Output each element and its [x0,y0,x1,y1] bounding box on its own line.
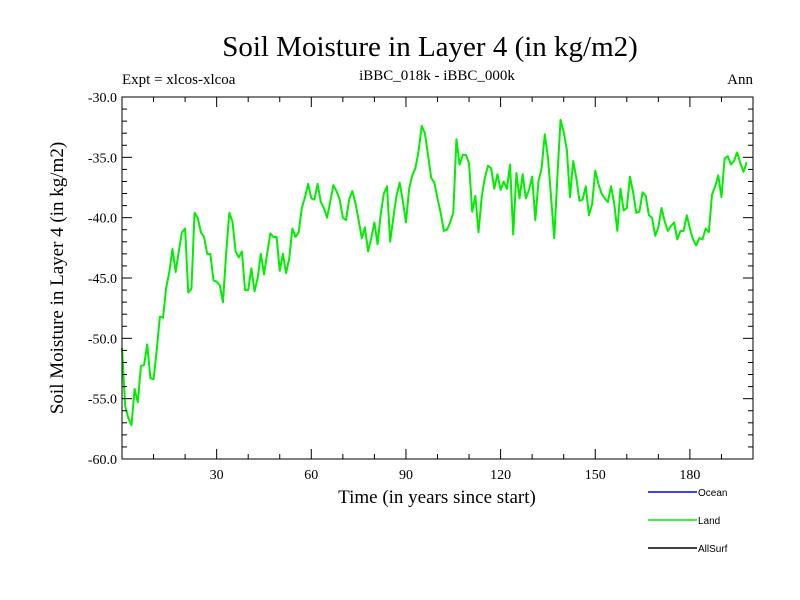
plot-frame [121,96,754,460]
subtitle-left: Expt = xlcos-xlcoa [122,72,236,88]
y-tick-label: -60.0 [88,453,117,468]
y-tick-label: -40.0 [88,212,117,227]
y-tick-label: -45.0 [88,272,117,287]
y-tick-label: -55.0 [88,393,117,408]
subtitle-center: iBBC_018k - iBBC_000k [359,68,515,84]
x-axis-label: Time (in years since start) [338,487,536,508]
chart-title: Soil Moisture in Layer 4 (in kg/m2) [222,31,638,63]
y-axis-label: Soil Moisture in Layer 4 (in kg/m2) [47,142,68,414]
x-tick-label: 60 [304,468,318,483]
y-tick-label: -35.0 [88,151,117,166]
subtitle-right: Ann [727,72,753,88]
y-tick-label: -50.0 [88,332,117,347]
x-tick-label: 30 [210,468,224,483]
y-tick-label: -30.0 [88,91,117,106]
legend-label-allsurf: AllSurf [698,544,728,555]
x-tick-label: 150 [585,468,606,483]
series-line-land [121,118,748,427]
x-tick-label: 180 [679,468,700,483]
x-tick-label: 120 [490,468,511,483]
legend-label-ocean: Ocean [698,488,727,499]
legend: Ocean Land AllSurf [648,488,728,555]
legend-label-land: Land [698,516,720,527]
x-tick-label: 90 [399,468,413,483]
